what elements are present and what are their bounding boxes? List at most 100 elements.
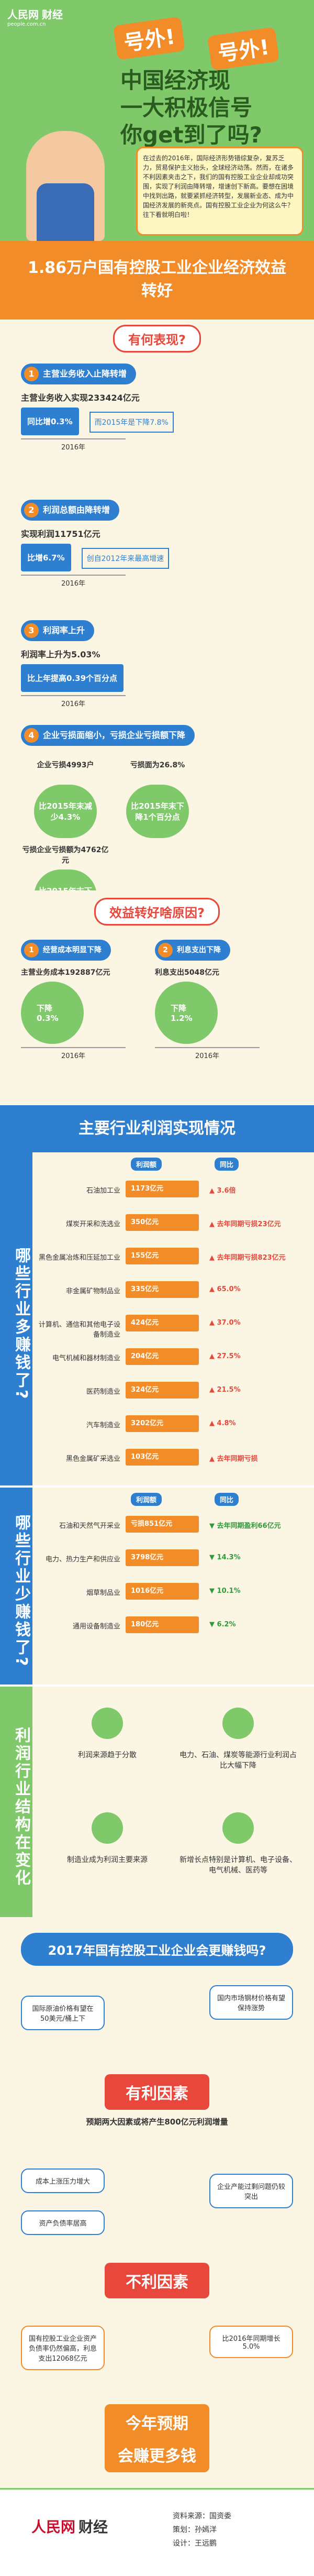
- loss-badge: 比2015年末下降3.7%: [34, 869, 97, 890]
- bad-bubble: 成本上涨压力增大: [21, 2168, 105, 2193]
- industry-change: ▲ 去年同期亏损823亿元: [209, 1254, 286, 1262]
- footer-channel: 财经: [78, 2518, 108, 2536]
- item-number: 2: [158, 943, 173, 957]
- arrow: ▲: [209, 1386, 217, 1394]
- item-year: 2016年: [21, 438, 126, 452]
- item-badge: 比上年提高0.39个百分点: [21, 664, 124, 692]
- illustration: [26, 131, 105, 241]
- item-side: 创自2012年来最高增速: [81, 547, 170, 569]
- industry-row: 汽车制造业 3202亿元 ▲ 4.8%: [37, 1410, 309, 1439]
- item-side: 而2015年是下降7.8%: [89, 411, 174, 433]
- item-main: 利润率上升为5.03%: [21, 649, 100, 659]
- item-title: 经营成本明显下降: [43, 946, 102, 954]
- bad-note: 比2016年同期增长5.0%: [209, 2326, 293, 2358]
- arrow: ▼: [209, 1554, 217, 1561]
- arrow: ▲: [209, 1187, 217, 1195]
- item-badge: 下降1.2%: [155, 982, 218, 1044]
- item-title: 利润率上升: [43, 625, 85, 635]
- column-header: 利润额: [131, 1158, 162, 1171]
- industry-label: 哪些行业多赚钱了?: [0, 1152, 32, 1485]
- item-heading: 4 企业亏损面缩小，亏损企业亏损额下降: [21, 725, 195, 746]
- industry-name: 黑色金属冶炼和压延加工业: [38, 1254, 120, 1262]
- industry-change: ▲ 27.5%: [209, 1352, 241, 1360]
- column-header: 同比: [215, 1158, 239, 1171]
- industry-row: 黑色金属冶炼和压延加工业 155亿元 ▲ 去年同期亏损823亿元: [37, 1242, 309, 1272]
- item: 3 利润率上升利润率上升为5.03% 比上年提高0.39个百分点 2016年: [0, 613, 314, 718]
- headline: 你get到了吗?: [120, 122, 262, 148]
- item: 1 主营业务收入止降转增主营业务收入实现233424亿元同比增0.3% 而2015年…: [0, 356, 314, 492]
- industry-name: 电气机械和器材制造业: [52, 1355, 120, 1362]
- industry-name: 石油和天然气开采业: [59, 1522, 120, 1530]
- industry-row: 电力、热力生产和供应业 3798亿元 ▼ 14.3%: [37, 1544, 309, 1573]
- credit: 资料来源：国资委: [173, 2512, 231, 2520]
- arrow: ▼: [209, 1587, 217, 1595]
- industry-row: 通用设备制造业 180亿元 ▼ 6.2%: [37, 1611, 309, 1641]
- loss-badge: 比2015年末减少4.3%: [34, 785, 97, 838]
- industry-profit: 324亿元: [126, 1382, 199, 1399]
- item-row: 同比增0.3% 而2015年是下降7.8%: [21, 408, 293, 435]
- structure-item: 新增长点特别是计算机、电子设备、电气机械、医药等: [178, 1807, 298, 1886]
- question: 效益转好啥原因?: [94, 898, 220, 926]
- item-year: 2016年: [155, 1047, 260, 1060]
- industry-profit: 103亿元: [126, 1449, 199, 1466]
- structure-item: 制造业成为利润主要来源: [47, 1807, 167, 1886]
- industry-profit: 350亿元: [126, 1214, 199, 1231]
- headline: 一大积极信号: [120, 95, 253, 120]
- industry-name: 医药制造业: [86, 1388, 120, 1396]
- industry-row: 医药制造业 324亿元 ▲ 21.5%: [37, 1377, 309, 1406]
- item: 2 利润总额由降转增 实现利润11751亿元 比增6.7% 创自2012年来最高增速 20…: [0, 492, 314, 613]
- item-main: 主营业务收入实现233424亿元: [21, 393, 140, 403]
- industry-name: 通用设备制造业: [72, 1623, 120, 1631]
- item-title: 企业亏损面缩小，亏损企业亏损额下降: [43, 730, 186, 740]
- industry-name: 煤炭开采和洗选业: [65, 1220, 120, 1228]
- loss-col: 企业亏损4993户 比2015年末减少4.3%: [21, 753, 110, 838]
- industry-change: ▼ 6.2%: [209, 1621, 236, 1628]
- industry-name: 烟草制品业: [86, 1589, 120, 1597]
- industry-row: 黑色金属矿采选业 103亿元 ▲ 去年同期亏损: [37, 1444, 309, 1473]
- footer-logo: 人民网 财经: [31, 2518, 108, 2536]
- industry-row: 烟草制品业 1016亿元 ▼ 10.1%: [37, 1578, 309, 1607]
- industry-change: ▲ 4.8%: [209, 1419, 236, 1427]
- expect: 会赚更多钱: [105, 2437, 209, 2472]
- item-number: 3: [24, 623, 39, 638]
- arrow: ▲: [209, 1419, 217, 1427]
- good-label: 有利因素: [105, 2074, 209, 2110]
- item-main: 实现利润11751亿元: [21, 529, 100, 539]
- item-heading: 2 利润总额由降转增: [21, 500, 120, 521]
- item-year: 2016年: [21, 695, 126, 708]
- channel: 财经: [42, 8, 63, 21]
- future-title: 2017年国有控股工业企业会更赚钱吗?: [21, 1933, 293, 1966]
- section-title: 1.86万户国有控股工业企业经济效益转好: [0, 241, 314, 320]
- item-heading: 1 主营业务收入止降转增: [21, 364, 137, 384]
- structure: 利润行业结构在变化 利润来源趋于分散 电力、石油、煤炭等能源行业利润占比大幅下降 制造…: [0, 1687, 314, 1917]
- industry-change: ▲ 65.0%: [209, 1285, 241, 1293]
- footer: 人民网 财经 资料来源：国资委 策划：孙嫣洋 设计：王远鹏: [0, 2488, 314, 2576]
- item-year: 2016年: [21, 1047, 126, 1060]
- industry-label: 哪些行业少赚钱了?: [0, 1488, 32, 1685]
- bad-bubble: 资产负债率居高: [21, 2210, 105, 2235]
- industry-name: 黑色金属矿采选业: [65, 1455, 120, 1463]
- industry-up: 哪些行业多赚钱了? 利润额 同比 石油加工业 1173亿元 ▲ 3.6倍 煤炭开采和洗选业 3…: [0, 1152, 314, 1488]
- item-main: 主营业务成本192887亿元: [21, 968, 110, 977]
- industry-profit: 1016亿元: [126, 1583, 199, 1600]
- column-header: 同比: [215, 1493, 239, 1506]
- industry-profit: 亏损851亿元: [126, 1516, 199, 1533]
- structure-label: 利润行业结构在变化: [0, 1687, 32, 1917]
- cause: 2 利息支出下降 利息支出5048亿元 下降1.2% 2016年: [155, 940, 286, 1060]
- item-main: 利息支出5048亿元: [155, 968, 219, 977]
- industry-profit: 3798亿元: [126, 1549, 199, 1566]
- loss-col: 亏损面为26.8% 比2015年末下降1个百分点: [113, 753, 202, 838]
- arrow: ▲: [209, 1285, 217, 1293]
- item-number: 2: [24, 503, 39, 518]
- arrow: ▼: [209, 1522, 217, 1530]
- arrow: ▲: [209, 1254, 217, 1262]
- bad-note: 国有控股工业企业资产负债率仍然偏高，利息支出12068亿元: [21, 2326, 105, 2370]
- item-badge: 下降0.3%: [21, 982, 84, 1044]
- headline: 中国经济现: [120, 68, 231, 93]
- industry-row: 计算机、通信和其他电子设备制造业 424亿元 ▲ 37.0%: [37, 1309, 309, 1339]
- column-header: 利润额: [131, 1493, 162, 1506]
- industry-name: 非金属矿物制品业: [65, 1287, 120, 1295]
- loss-cols: 企业亏损4993户 比2015年末减少4.3% 亏损面为26.8% 比2015年末下降…: [21, 753, 293, 890]
- industry-change: ▼ 10.1%: [209, 1587, 241, 1595]
